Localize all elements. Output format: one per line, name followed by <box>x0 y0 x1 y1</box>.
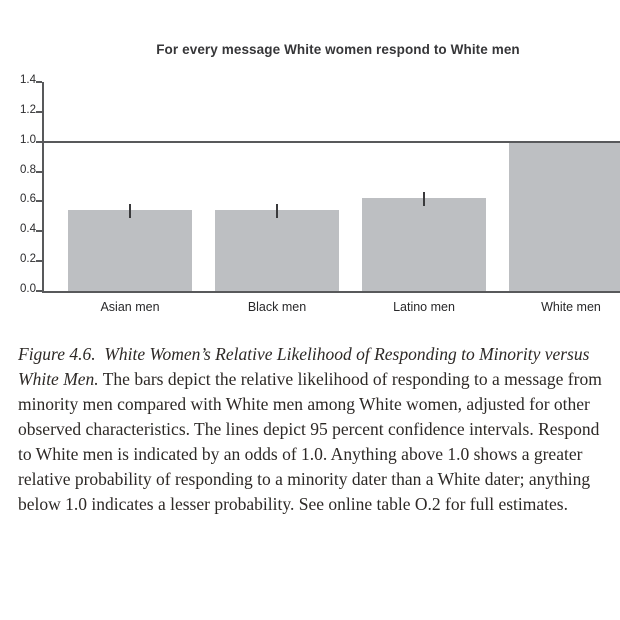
y-tick-mark <box>36 290 42 292</box>
y-tick-mark <box>36 230 42 233</box>
y-tick-mark <box>36 81 42 83</box>
y-axis-line <box>42 82 44 293</box>
caption-line-text: relative probability of responding to a … <box>18 469 591 489</box>
y-tick-label: 1.4 <box>20 74 36 86</box>
bar <box>362 198 486 291</box>
error-bar <box>129 204 131 218</box>
reference-line <box>42 140 620 143</box>
caption-line-italic: White Men. <box>18 369 99 389</box>
caption-line-italic: Figure 4.6. White Women’s Relative Likel… <box>18 344 590 364</box>
caption-line-text: below 1.0 indicates a lesser probability… <box>18 494 568 514</box>
y-tick-mark <box>36 260 42 263</box>
y-tick-label: 1.0 <box>20 133 36 146</box>
caption-line-text: The bars depict the relative likelihood … <box>98 369 602 389</box>
bar <box>68 210 192 291</box>
caption-line: below 1.0 indicates a lesser probability… <box>18 492 620 517</box>
bar <box>215 210 339 291</box>
y-tick-label: 1.2 <box>20 103 36 116</box>
caption-line-text: to White men is indicated by an odds of … <box>18 444 583 464</box>
y-tick-label: 0.2 <box>20 253 36 266</box>
caption-line-text: observed characteristics. The lines depi… <box>18 419 600 439</box>
y-tick-label: 0.6 <box>20 193 36 206</box>
error-bar <box>276 204 278 218</box>
error-bar <box>423 192 425 206</box>
caption-line: minority men compared with White men amo… <box>18 392 620 417</box>
x-category-label: Asian men <box>100 300 160 314</box>
y-tick-label: 0.8 <box>20 163 36 176</box>
y-tick-mark <box>36 140 42 143</box>
figure-caption: Figure 4.6. White Women’s Relative Likel… <box>18 342 620 517</box>
caption-line: Figure 4.6. White Women’s Relative Likel… <box>18 342 620 367</box>
caption-line: to White men is indicated by an odds of … <box>18 442 620 467</box>
y-tick-mark <box>36 110 42 113</box>
y-tick-mark <box>36 170 42 173</box>
x-category-label: Latino men <box>393 300 455 314</box>
x-category-label: Black men <box>247 300 307 314</box>
x-axis-line <box>42 291 620 293</box>
caption-line: White Men. The bars depict the relative … <box>18 367 620 392</box>
bar <box>509 142 620 291</box>
chart-title: For every message White women respond to… <box>156 42 520 57</box>
y-tick-mark <box>36 200 42 203</box>
x-category-label: White men <box>541 300 601 314</box>
caption-line-text: minority men compared with White men amo… <box>18 394 590 414</box>
y-tick-label: 0.4 <box>20 223 36 236</box>
y-tick-label: 0.0 <box>20 283 36 295</box>
caption-line: relative probability of responding to a … <box>18 467 620 492</box>
caption-line: observed characteristics. The lines depi… <box>18 417 620 442</box>
